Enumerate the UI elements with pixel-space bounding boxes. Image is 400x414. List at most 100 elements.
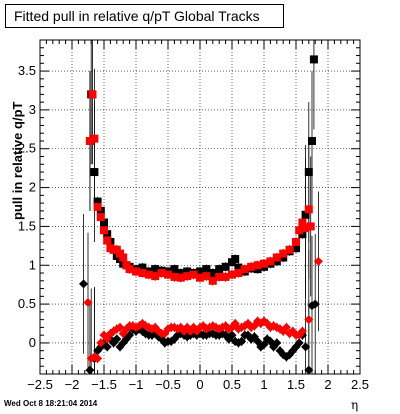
marker-square-black [231, 255, 240, 264]
axes: −2.5 −2 −1.5 −1 −0.5 0 0.5 1 1.5 2 2.5 0 0.5 1 1.5 2 2.5… [18, 39, 369, 392]
marker-square-red [260, 259, 268, 268]
x-tick-label: 1 [260, 377, 267, 392]
marker-square-red [208, 276, 217, 285]
marker-square-black [234, 263, 243, 272]
x-tick-label: −1.5 [91, 377, 117, 392]
marker-square-red [285, 245, 294, 254]
marker-square-black [151, 265, 160, 274]
marker-square-red [100, 226, 108, 235]
marker-diamond-black [310, 299, 320, 309]
x-tick-label: −2.5 [27, 377, 53, 392]
x-tick-label: 2 [324, 377, 331, 392]
marker-square-red [103, 236, 112, 245]
marker-square-red [215, 272, 224, 281]
marker-diamond-black [125, 330, 135, 340]
x-tick-label: 1.5 [287, 377, 305, 392]
marker-square-red [202, 272, 211, 281]
marker-square-red [96, 213, 105, 222]
marker-diamond-black [272, 338, 282, 348]
marker-square-red [119, 253, 128, 262]
marker-square-red [138, 269, 147, 278]
grid [40, 40, 360, 374]
marker-square-red [88, 90, 97, 99]
marker-diamond-black [85, 365, 95, 375]
marker-diamond-black [237, 336, 247, 346]
marker-square-black [90, 168, 99, 177]
marker-square-black [183, 267, 192, 276]
y-tick-label: 2 [29, 180, 36, 195]
marker-square-black [196, 267, 204, 276]
marker-square-red [247, 262, 256, 271]
marker-square-red [295, 226, 304, 235]
marker-diamond-red [313, 256, 323, 266]
y-axis-label: pull in relative q/pT [10, 101, 25, 220]
marker-square-red [306, 222, 315, 231]
marker-diamond-red [93, 353, 103, 363]
marker-square-red [132, 267, 140, 276]
marker-square-red [151, 272, 160, 281]
marker-square-black [304, 168, 313, 177]
marker-square-red [266, 257, 275, 266]
marker-square-red [240, 265, 249, 274]
marker-square-red [196, 273, 204, 282]
x-tick-label: −1 [129, 377, 144, 392]
marker-square-red [170, 272, 179, 281]
marker-square-red [228, 270, 236, 279]
x-tick-label: −0.5 [155, 377, 181, 392]
marker-diamond-black [294, 338, 304, 348]
marker-square-red [183, 272, 192, 281]
marker-square-black [176, 269, 185, 278]
x-tick-label: 0.5 [223, 377, 241, 392]
marker-square-red [221, 272, 230, 281]
marker-square-red [304, 205, 313, 214]
marker-diamond-red [304, 315, 314, 325]
marker-square-black [93, 197, 102, 206]
marker-square-red [253, 261, 262, 270]
x-tick-label: 0 [196, 377, 203, 392]
marker-diamond-red [83, 298, 93, 308]
marker-square-red [164, 270, 172, 279]
marker-square-red [301, 223, 310, 232]
marker-diamond-red [297, 326, 307, 336]
marker-square-black [138, 263, 147, 272]
marker-diamond-red [281, 322, 291, 332]
y-tick-label: 1.5 [18, 218, 36, 233]
marker-square-black [202, 265, 211, 274]
marker-square-red [234, 269, 243, 278]
x-tick-label: 2.5 [351, 377, 369, 392]
marker-square-black [301, 210, 310, 219]
marker-square-red [93, 203, 102, 211]
marker-square-red [279, 249, 288, 258]
marker-square-red [85, 136, 94, 145]
data-markers [79, 55, 323, 375]
y-tick-label: 3 [29, 102, 36, 117]
marker-square-red [144, 270, 153, 279]
marker-square-black [208, 269, 217, 278]
marker-square-black [309, 55, 318, 64]
marker-square-red [272, 253, 281, 262]
marker-diamond-red [115, 322, 125, 332]
y-tick-label: 0 [29, 335, 36, 350]
marker-diamond-black [79, 279, 89, 289]
y-tick-label: 2.5 [18, 141, 36, 156]
y-tick-label: 1 [29, 257, 36, 272]
marker-square-black [308, 136, 316, 145]
marker-square-black [170, 265, 179, 274]
marker-square-red [298, 218, 307, 227]
footer-date: Wed Oct 8 18:21:04 2014 [4, 399, 98, 408]
marker-square-red [90, 134, 99, 143]
marker-square-black [215, 265, 224, 274]
marker-diamond-black [112, 334, 122, 344]
marker-square-black [221, 262, 230, 271]
marker-square-red [157, 269, 166, 278]
marker-diamond-red [96, 338, 106, 348]
x-tick-label: −2 [65, 377, 80, 392]
marker-diamond-black [301, 342, 311, 352]
marker-square-red [189, 270, 198, 279]
marker-square-red [176, 273, 185, 282]
y-tick-label: 3.5 [18, 63, 36, 78]
marker-square-red [292, 237, 300, 246]
marker-diamond-black [227, 330, 237, 340]
marker-square-black [100, 218, 108, 227]
